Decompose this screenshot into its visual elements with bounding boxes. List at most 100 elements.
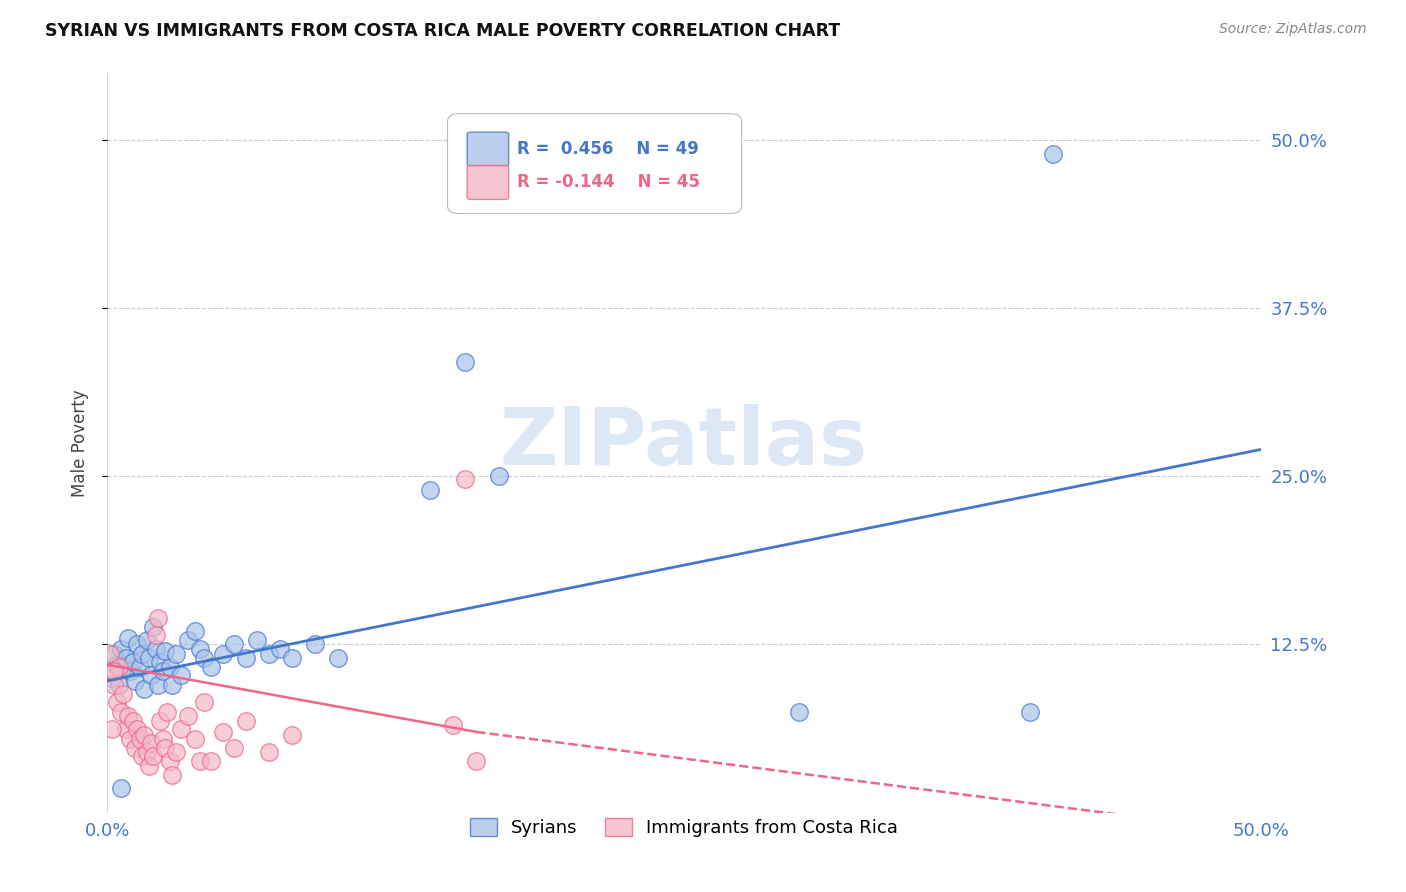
Point — [166, 647, 188, 661]
Point — [101, 665, 124, 679]
Point — [131, 749, 153, 764]
Point — [235, 714, 257, 728]
Point — [454, 355, 477, 369]
FancyBboxPatch shape — [447, 113, 741, 213]
Point — [454, 472, 477, 486]
Point — [441, 718, 464, 732]
Text: R = -0.144    N = 45: R = -0.144 N = 45 — [517, 173, 700, 192]
Point — [146, 678, 169, 692]
Point — [105, 657, 128, 672]
Point — [128, 731, 150, 746]
Point — [139, 736, 162, 750]
Point — [160, 678, 183, 692]
Point — [419, 483, 441, 497]
Point — [142, 749, 165, 764]
Point — [108, 660, 131, 674]
Text: R =  0.456    N = 49: R = 0.456 N = 49 — [517, 140, 699, 158]
Point — [224, 638, 246, 652]
Point — [112, 687, 135, 701]
Point — [134, 681, 156, 696]
Point — [103, 665, 125, 679]
Point — [211, 647, 233, 661]
Point — [170, 668, 193, 682]
Point — [121, 714, 143, 728]
Point — [139, 668, 162, 682]
Point — [160, 768, 183, 782]
Point — [193, 695, 215, 709]
Point — [184, 731, 207, 746]
Point — [110, 641, 132, 656]
Point — [114, 651, 136, 665]
Point — [135, 633, 157, 648]
Point — [103, 678, 125, 692]
FancyBboxPatch shape — [467, 132, 509, 166]
Point — [131, 647, 153, 661]
Point — [177, 708, 200, 723]
Point — [200, 755, 222, 769]
FancyBboxPatch shape — [467, 165, 509, 200]
Point — [110, 705, 132, 719]
Point — [211, 725, 233, 739]
Point — [152, 665, 174, 679]
Text: Source: ZipAtlas.com: Source: ZipAtlas.com — [1219, 22, 1367, 37]
Point — [114, 722, 136, 736]
Point — [153, 644, 176, 658]
Point — [121, 655, 143, 669]
Point — [138, 651, 160, 665]
Point — [159, 660, 181, 674]
Point — [188, 641, 211, 656]
Point — [257, 745, 280, 759]
Point — [120, 731, 142, 746]
Point — [134, 728, 156, 742]
Point — [127, 722, 149, 736]
Point — [142, 620, 165, 634]
Point — [149, 655, 172, 669]
Point — [1042, 146, 1064, 161]
Point — [177, 633, 200, 648]
Point — [101, 722, 124, 736]
Point — [787, 705, 810, 719]
Point — [103, 647, 125, 661]
Point — [1019, 705, 1042, 719]
Point — [138, 758, 160, 772]
Point — [269, 641, 291, 656]
Text: ZIPatlas: ZIPatlas — [501, 404, 868, 482]
Point — [488, 469, 510, 483]
Point — [156, 705, 179, 719]
Point — [135, 745, 157, 759]
Point — [108, 678, 131, 692]
Point — [110, 781, 132, 796]
Point — [304, 638, 326, 652]
Point — [224, 741, 246, 756]
Point — [117, 631, 139, 645]
Point — [170, 722, 193, 736]
Point — [200, 660, 222, 674]
Legend: Syrians, Immigrants from Costa Rica: Syrians, Immigrants from Costa Rica — [463, 811, 905, 844]
Point — [326, 651, 349, 665]
Point — [188, 755, 211, 769]
Point — [166, 745, 188, 759]
Point — [235, 651, 257, 665]
Point — [152, 731, 174, 746]
Point — [193, 651, 215, 665]
Point — [112, 660, 135, 674]
Y-axis label: Male Poverty: Male Poverty — [72, 389, 89, 497]
Point — [98, 647, 121, 661]
Text: SYRIAN VS IMMIGRANTS FROM COSTA RICA MALE POVERTY CORRELATION CHART: SYRIAN VS IMMIGRANTS FROM COSTA RICA MAL… — [45, 22, 841, 40]
Point — [117, 708, 139, 723]
Point — [124, 741, 146, 756]
Point — [145, 628, 167, 642]
Point — [257, 647, 280, 661]
Point — [465, 755, 488, 769]
Point — [145, 641, 167, 656]
Point — [153, 741, 176, 756]
Point — [149, 714, 172, 728]
Point — [124, 673, 146, 688]
Point — [101, 671, 124, 685]
Point — [127, 638, 149, 652]
Point — [159, 755, 181, 769]
Point — [184, 624, 207, 638]
Point — [246, 633, 269, 648]
Point — [120, 665, 142, 679]
Point — [146, 610, 169, 624]
